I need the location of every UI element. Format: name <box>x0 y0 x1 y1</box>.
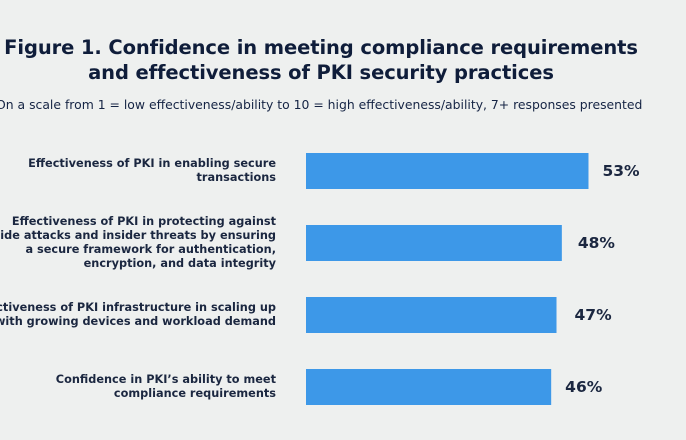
category-label-1-line-2: transactions <box>196 171 276 184</box>
category-label-1-line-1: Effectiveness of PKI in enabling secure <box>28 157 276 170</box>
category-label-4: Confidence in PKI’s ability to meet compl… <box>56 373 276 401</box>
chart-subtitle: On a scale from 1 = low effectiveness/ab… <box>0 97 643 112</box>
value-label-3: 47% <box>574 306 612 324</box>
category-label-3-line-2: with growing devices and workload demand <box>0 315 276 328</box>
bar-2 <box>306 225 562 261</box>
category-label-2-line-4: encryption, and data integrity <box>83 257 276 270</box>
bar-3 <box>306 297 557 333</box>
category-label-2-line-2: side attacks and insider threats by ensu… <box>0 229 276 242</box>
category-label-4-line-1: Confidence in PKI’s ability to meet <box>55 373 276 386</box>
category-label-3: ectiveness of PKI infrastructure in scal… <box>0 301 276 329</box>
chart-title-line-2: and effectiveness of PKI security practi… <box>88 61 554 84</box>
value-label-1: 53% <box>602 162 640 180</box>
category-label-2-line-1: Effectiveness of PKI in protecting again… <box>11 215 276 228</box>
category-label-2-line-3: a secure framework for authentication, <box>25 243 276 256</box>
value-label-4: 46% <box>565 378 603 396</box>
category-label-2: Effectiveness of PKI in protecting again… <box>0 215 276 271</box>
chart-title-line-1: Figure 1. Confidence in meeting complian… <box>4 36 638 59</box>
bar-1 <box>306 153 589 189</box>
value-label-2: 48% <box>577 234 615 252</box>
category-label-1: Effectiveness of PKI in enabling secure t… <box>28 157 276 185</box>
category-label-4-line-2: compliance requirements <box>113 387 276 400</box>
bar-4 <box>306 369 552 405</box>
category-label-3-line-1: ectiveness of PKI infrastructure in scal… <box>0 301 276 314</box>
